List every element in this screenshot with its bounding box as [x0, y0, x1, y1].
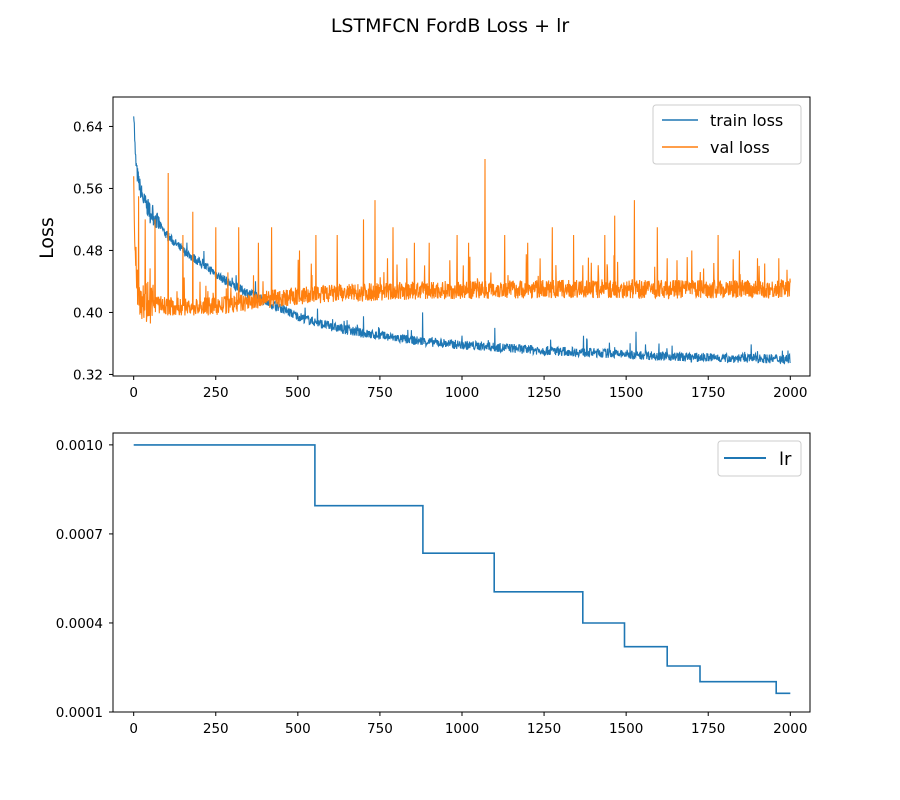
- x-tick-label: 250: [203, 721, 229, 737]
- x-tick-label: 1500: [609, 385, 643, 401]
- x-tick-label: 1000: [445, 385, 479, 401]
- y-tick-label: 0.56: [73, 181, 103, 197]
- y-tick-label: 0.0007: [56, 527, 103, 543]
- figure-title: LSTMFCN FordB Loss + lr: [331, 15, 570, 37]
- x-tick-label: 250: [203, 385, 229, 401]
- lr-plot-area: [133, 444, 791, 695]
- y-tick-label: 0.48: [73, 243, 103, 259]
- x-tick-label: 0: [129, 721, 138, 737]
- train-loss-line: [133, 116, 791, 365]
- lr-axes: 0 250 500 750 1000 1250 1500 1750 2000 0.00010.0…: [56, 432, 811, 737]
- legend-lr-label: lr: [779, 449, 792, 470]
- x-tick-label: 750: [367, 385, 393, 401]
- x-tick-label: 1250: [527, 385, 561, 401]
- lr-legend: lr: [717, 440, 802, 477]
- x-tick-label: 2000: [773, 385, 807, 401]
- y-tick-label: 0.40: [73, 305, 103, 321]
- x-tick-label: 1750: [691, 385, 725, 401]
- val-loss-line: [133, 158, 791, 324]
- loss-axes: 0 250 500 750 1000 1250 1500 1750 2000 0.320.400…: [36, 96, 811, 401]
- y-tick-label: 0.32: [73, 367, 103, 383]
- x-tick-label: 2000: [773, 721, 807, 737]
- x-tick-label: 1500: [609, 721, 643, 737]
- legend-val-label: val loss: [710, 138, 770, 157]
- lr-line: [133, 444, 791, 695]
- y-tick-label: 0.64: [73, 119, 103, 135]
- loss-legend: train loss val loss: [652, 104, 802, 165]
- x-tick-label: 500: [285, 385, 311, 401]
- loss-x-ticks: 0 250 500 750 1000 1250 1500 1750 2000: [129, 376, 807, 401]
- y-tick-label: 0.0010: [56, 438, 103, 454]
- x-tick-label: 1000: [445, 721, 479, 737]
- legend-train-label: train loss: [710, 111, 783, 130]
- x-tick-label: 1250: [527, 721, 561, 737]
- loss-plot-area: [133, 116, 791, 365]
- x-tick-label: 1750: [691, 721, 725, 737]
- x-tick-label: 500: [285, 721, 311, 737]
- lr-y-ticks: 0.0001 0.0004 0.0007 0.0010: [56, 438, 113, 721]
- y-tick-label: 0.0001: [56, 705, 103, 721]
- loss-y-axis-label: Loss: [36, 217, 58, 259]
- loss-y-ticks: 0.32 0.40 0.48 0.56 0.64: [73, 119, 113, 383]
- y-tick-label: 0.0004: [56, 616, 103, 632]
- lr-x-ticks: 0 250 500 750 1000 1250 1500 1750 2000: [129, 712, 807, 737]
- x-tick-label: 750: [367, 721, 393, 737]
- x-tick-label: 0: [129, 385, 138, 401]
